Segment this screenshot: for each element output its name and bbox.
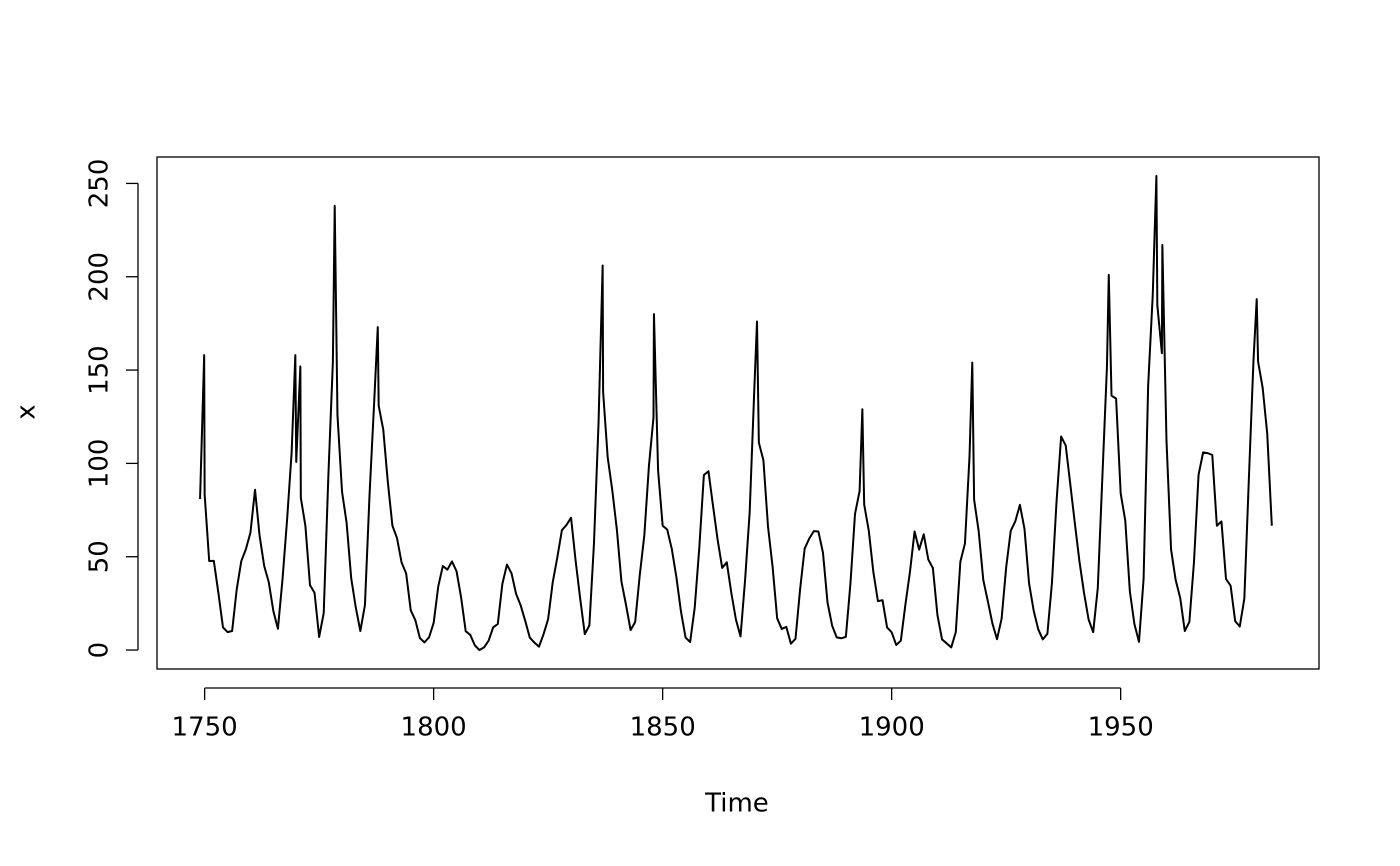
data-line [199, 174, 1273, 652]
y-tick-label: 250 [85, 159, 115, 209]
x-axis-label: Time [704, 789, 769, 819]
x-tick-label: 1900 [859, 713, 925, 743]
y-tick-label: 100 [85, 439, 115, 489]
x-tick-label: 1750 [172, 713, 238, 743]
y-axis-label: x [12, 404, 42, 419]
x-tick-label: 1950 [1088, 713, 1154, 743]
y-tick-label: 50 [85, 540, 115, 573]
plot-frame [156, 156, 1320, 670]
y-tick-label: 200 [85, 252, 115, 302]
y-tick-label: 150 [85, 345, 115, 395]
x-tick-label: 1800 [401, 713, 467, 743]
x-tick-label: 1850 [630, 713, 696, 743]
y-tick-label: 0 [85, 642, 115, 659]
